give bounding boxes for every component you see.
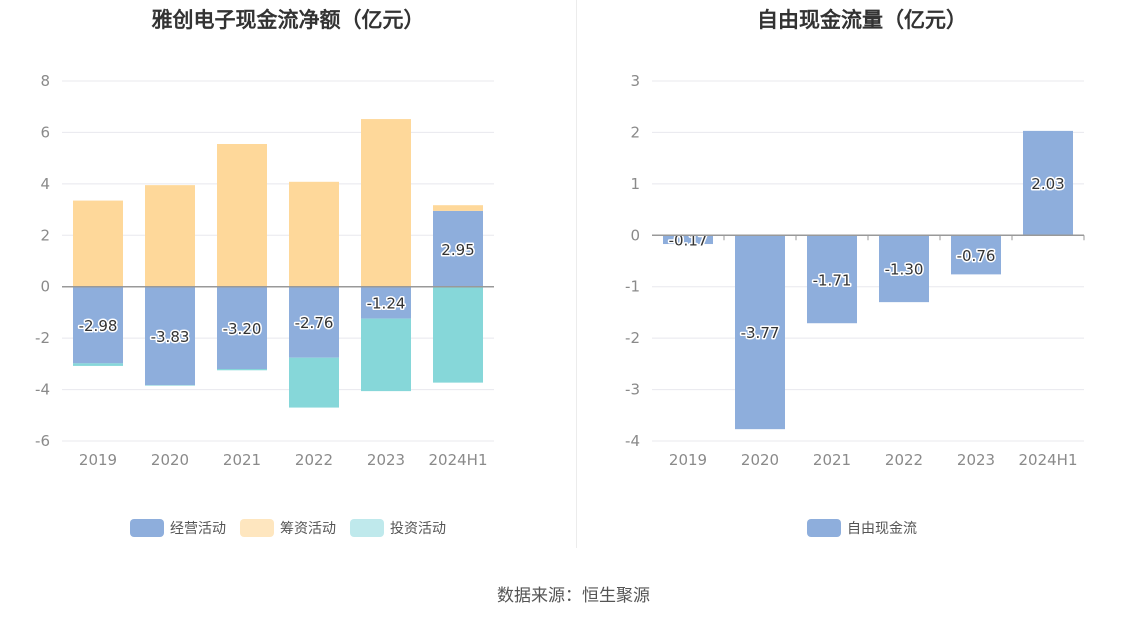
- cash-flow-panel: 雅创电子现金流净额（亿元） 8 6 4 2 0 -2 -4 -6 -2.98 2019 -3.83 2…: [0, 0, 576, 560]
- legend-label-free-cash-flow: 自由现金流: [847, 521, 917, 537]
- panel-divider: [576, 0, 577, 548]
- bar-筹资活动-2024H1: [433, 205, 483, 211]
- x-tick-label: 2021: [813, 451, 851, 469]
- bar-投资活动-2020: [145, 385, 195, 386]
- data-label: -2.76: [295, 314, 334, 332]
- x-tick-label: 2019: [669, 451, 707, 469]
- bar-投资活动-2021: [217, 369, 267, 371]
- y-tick-label: 4: [40, 175, 50, 193]
- data-label: -1.24: [367, 295, 406, 313]
- bar-筹资活动-2022: [289, 181, 339, 287]
- free-cash-flow-legend: 自由现金流: [577, 518, 1147, 538]
- bar-投资活动-2024H1: [433, 286, 483, 383]
- data-source-note: 数据来源：恒生聚源: [497, 586, 650, 606]
- x-tick-label: 2021: [223, 451, 261, 469]
- bar-投资活动-2022: [289, 357, 339, 408]
- data-label: -3.83: [151, 328, 190, 346]
- bar-筹资活动-2020: [145, 185, 195, 287]
- bar-自由现金流-2024H1: [1023, 130, 1073, 236]
- y-tick-label: -2: [625, 329, 640, 347]
- bar-经营活动-2024H1: [433, 210, 483, 287]
- free-cash-flow-swatch-icon: [807, 519, 841, 537]
- bar-筹资活动-2019: [73, 200, 123, 287]
- free-cash-flow-panel: 自由现金流量（亿元） 3 2 1 0 -1 -2 -3 -4 -0.17 2019 -3.77 202…: [577, 0, 1147, 560]
- y-tick-label: 3: [630, 72, 640, 90]
- bar-经营活动-2019: [73, 286, 123, 364]
- y-tick-label: 6: [40, 123, 50, 141]
- bar-筹资活动-2021: [217, 144, 267, 287]
- investing-swatch-icon: [350, 519, 384, 537]
- legend-label-operating: 经营活动: [170, 521, 226, 537]
- bar-经营活动-2022: [289, 286, 339, 358]
- legend-item-operating[interactable]: 经营活动: [130, 518, 226, 538]
- bar-经营活动-2021: [217, 286, 267, 369]
- y-tick-label: -4: [625, 432, 640, 450]
- data-label: 2.95: [441, 241, 474, 259]
- data-label: -0.17: [669, 232, 708, 250]
- y-tick-label: 2: [630, 123, 640, 141]
- data-label: -1.30: [885, 261, 924, 279]
- y-tick-label: 1: [630, 175, 640, 193]
- data-label: -1.71: [813, 271, 852, 289]
- data-label: -0.76: [957, 247, 996, 265]
- x-tick-label: 2024H1: [1019, 451, 1078, 469]
- bar-自由现金流-2021: [807, 235, 857, 324]
- bar-经营活动-2023: [361, 286, 411, 319]
- x-tick-label: 2023: [957, 451, 995, 469]
- cash-flow-legend: 经营活动 筹资活动 投资活动: [0, 518, 576, 538]
- legend-item-financing[interactable]: 筹资活动: [240, 518, 336, 538]
- x-tick-label: 2019: [79, 451, 117, 469]
- y-tick-label: -1: [625, 278, 640, 296]
- legend-item-free-cash-flow[interactable]: 自由现金流: [807, 518, 917, 538]
- data-label: -2.98: [79, 317, 118, 335]
- data-label: -3.20: [223, 320, 262, 338]
- y-tick-label: -4: [35, 381, 50, 399]
- x-tick-label: 2023: [367, 451, 405, 469]
- bar-自由现金流-2019: [663, 235, 713, 245]
- x-tick-label: 2020: [741, 451, 779, 469]
- y-tick-label: 0: [630, 226, 640, 244]
- financing-swatch-icon: [240, 519, 274, 537]
- x-tick-label: 2020: [151, 451, 189, 469]
- bar-投资活动-2019: [73, 363, 123, 366]
- data-label: -3.77: [741, 324, 780, 342]
- bar-自由现金流-2022: [879, 235, 929, 303]
- y-tick-label: -6: [35, 432, 50, 450]
- x-tick-label: 2022: [295, 451, 333, 469]
- free-cash-flow-chart-title: 自由现金流量（亿元）: [757, 8, 967, 32]
- y-tick-label: 0: [40, 278, 50, 296]
- data-label: 2.03: [1031, 175, 1064, 193]
- y-tick-label: -3: [625, 381, 640, 399]
- x-tick-label: 2024H1: [429, 451, 488, 469]
- bar-筹资活动-2023: [361, 119, 411, 287]
- bar-自由现金流-2020: [735, 235, 785, 430]
- bar-经营活动-2020: [145, 286, 195, 386]
- legend-label-investing: 投资活动: [390, 521, 446, 537]
- legend-label-financing: 筹资活动: [280, 521, 336, 537]
- legend-item-investing[interactable]: 投资活动: [350, 518, 446, 538]
- bar-投资活动-2023: [361, 318, 411, 392]
- y-tick-label: 8: [40, 72, 50, 90]
- cash-flow-chart-title: 雅创电子现金流净额（亿元）: [151, 8, 425, 32]
- cash-flow-chart: 8 6 4 2 0 -2 -4 -6 -2.98 2019 -3.83 2020 -3.20 2021 -2…: [35, 72, 494, 469]
- free-cash-flow-chart: 3 2 1 0 -1 -2 -3 -4 -0.17 2019 -3.77 2020 -1.71 2021 -…: [625, 72, 1085, 469]
- x-tick-label: 2022: [885, 451, 923, 469]
- operating-swatch-icon: [130, 519, 164, 537]
- y-tick-label: -2: [35, 329, 50, 347]
- bar-自由现金流-2023: [951, 235, 1001, 275]
- y-tick-label: 2: [40, 226, 50, 244]
